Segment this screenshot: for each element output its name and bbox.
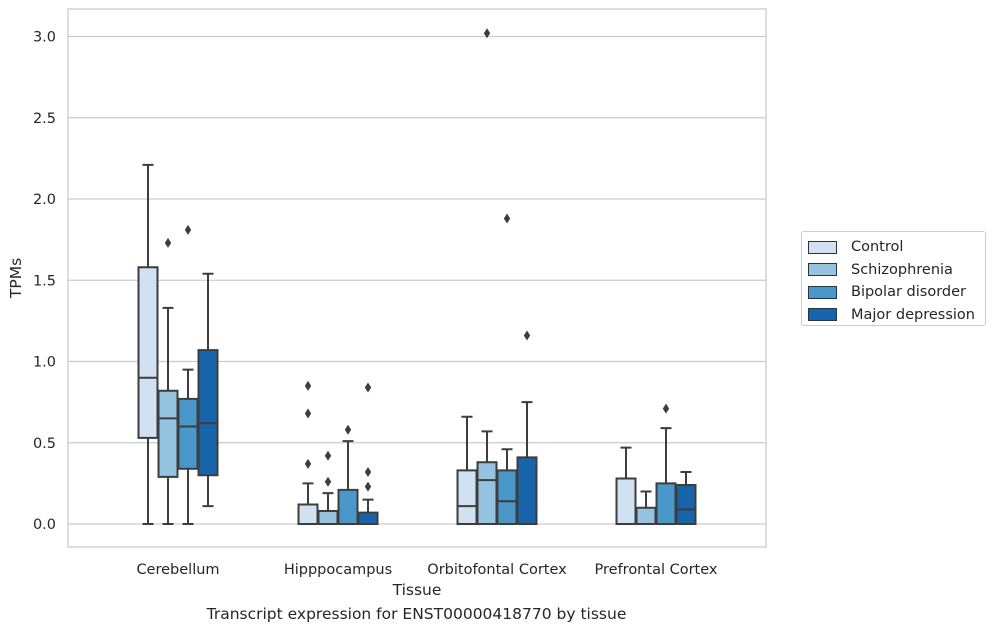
box-iqr — [615, 477, 637, 525]
box-plots — [137, 28, 697, 525]
outlier-point — [324, 476, 332, 487]
outlier-point — [364, 382, 372, 393]
box-iqr — [655, 482, 677, 525]
box — [635, 490, 657, 525]
box — [197, 272, 219, 508]
outlier-point — [344, 424, 352, 435]
legend-item-schizophrenia: Schizophrenia — [808, 259, 985, 282]
outlier-point — [503, 213, 511, 224]
box — [337, 424, 359, 525]
plot-frame — [67, 8, 767, 548]
legend-label-bipolar-disorder: Bipolar disorder — [851, 284, 966, 301]
x-tick-labels: Cerebellum Hipppocampus Orbitofontal Corte… — [136, 562, 717, 578]
outlier-point — [304, 458, 312, 469]
legend-label-major-depression: Major depression — [851, 306, 975, 323]
outlier-point — [164, 237, 172, 248]
legend: Control Schizophrenia Bipolar disorder M… — [801, 231, 986, 326]
chart-caption: Transcript expression for ENST0000041877… — [206, 605, 627, 623]
legend-swatch-schizophrenia — [808, 263, 837, 277]
legend-item-bipolar-disorder: Bipolar disorder — [808, 281, 985, 304]
box — [177, 224, 199, 525]
y-tick-label: 1.5 — [33, 273, 56, 289]
legend-item-major-depression: Major depression — [808, 304, 985, 327]
outlier-point — [364, 481, 372, 492]
legend-swatch-bipolar-disorder — [808, 285, 837, 299]
outlier-point — [523, 330, 531, 341]
box — [516, 330, 538, 525]
box — [157, 237, 179, 525]
box-iqr — [337, 488, 359, 525]
box — [675, 471, 697, 525]
box-iqr — [476, 461, 498, 525]
y-tick-label: 0.0 — [33, 517, 56, 533]
y-axis-label: TPMs — [7, 258, 25, 299]
outlier-point — [324, 450, 332, 461]
legend-label-schizophrenia: Schizophrenia — [851, 261, 953, 278]
y-tick-label: 3.0 — [33, 30, 56, 46]
y-tick-label: 2.5 — [33, 111, 56, 127]
box-iqr — [177, 397, 199, 470]
box — [615, 446, 637, 525]
box — [297, 380, 319, 525]
box — [317, 450, 339, 525]
y-tick-label: 0.5 — [33, 436, 56, 452]
legend-swatch-major-depression — [808, 308, 837, 322]
legend-label-control: Control — [851, 239, 904, 256]
outlier-point — [304, 408, 312, 419]
legend-swatch-control — [808, 240, 837, 254]
x-tick-label: Cerebellum — [136, 562, 219, 578]
y-tick-labels: 0.0 0.5 1.0 1.5 2.0 2.5 3.0 — [33, 30, 56, 534]
box-iqr — [297, 503, 319, 525]
box-iqr — [317, 510, 339, 525]
box-iqr — [675, 484, 697, 525]
outlier-point — [184, 224, 192, 235]
x-tick-label: Hipppocampus — [284, 562, 392, 578]
box-iqr — [197, 349, 219, 477]
box-iqr — [157, 389, 179, 478]
outlier-point — [364, 467, 372, 477]
box-iqr — [456, 469, 478, 525]
box-iqr — [357, 511, 379, 525]
box — [137, 163, 159, 525]
box-iqr — [496, 469, 518, 525]
box — [655, 403, 677, 525]
x-tick-label: Prefrontal Cortex — [595, 562, 718, 578]
outlier-point — [304, 380, 312, 391]
box — [476, 28, 498, 525]
x-tick-label: Orbitofontal Cortex — [427, 562, 567, 578]
x-axis-label: Tissue — [392, 581, 442, 599]
y-tick-label: 2.0 — [33, 192, 56, 208]
box — [496, 213, 518, 525]
box — [456, 415, 478, 525]
legend-item-control: Control — [808, 236, 985, 259]
box-iqr — [516, 456, 538, 525]
box-iqr — [137, 266, 159, 439]
box-iqr — [635, 506, 657, 525]
box — [357, 382, 379, 525]
outlier-point — [483, 28, 491, 39]
y-tick-label: 1.0 — [33, 355, 56, 371]
outlier-point — [662, 403, 670, 414]
